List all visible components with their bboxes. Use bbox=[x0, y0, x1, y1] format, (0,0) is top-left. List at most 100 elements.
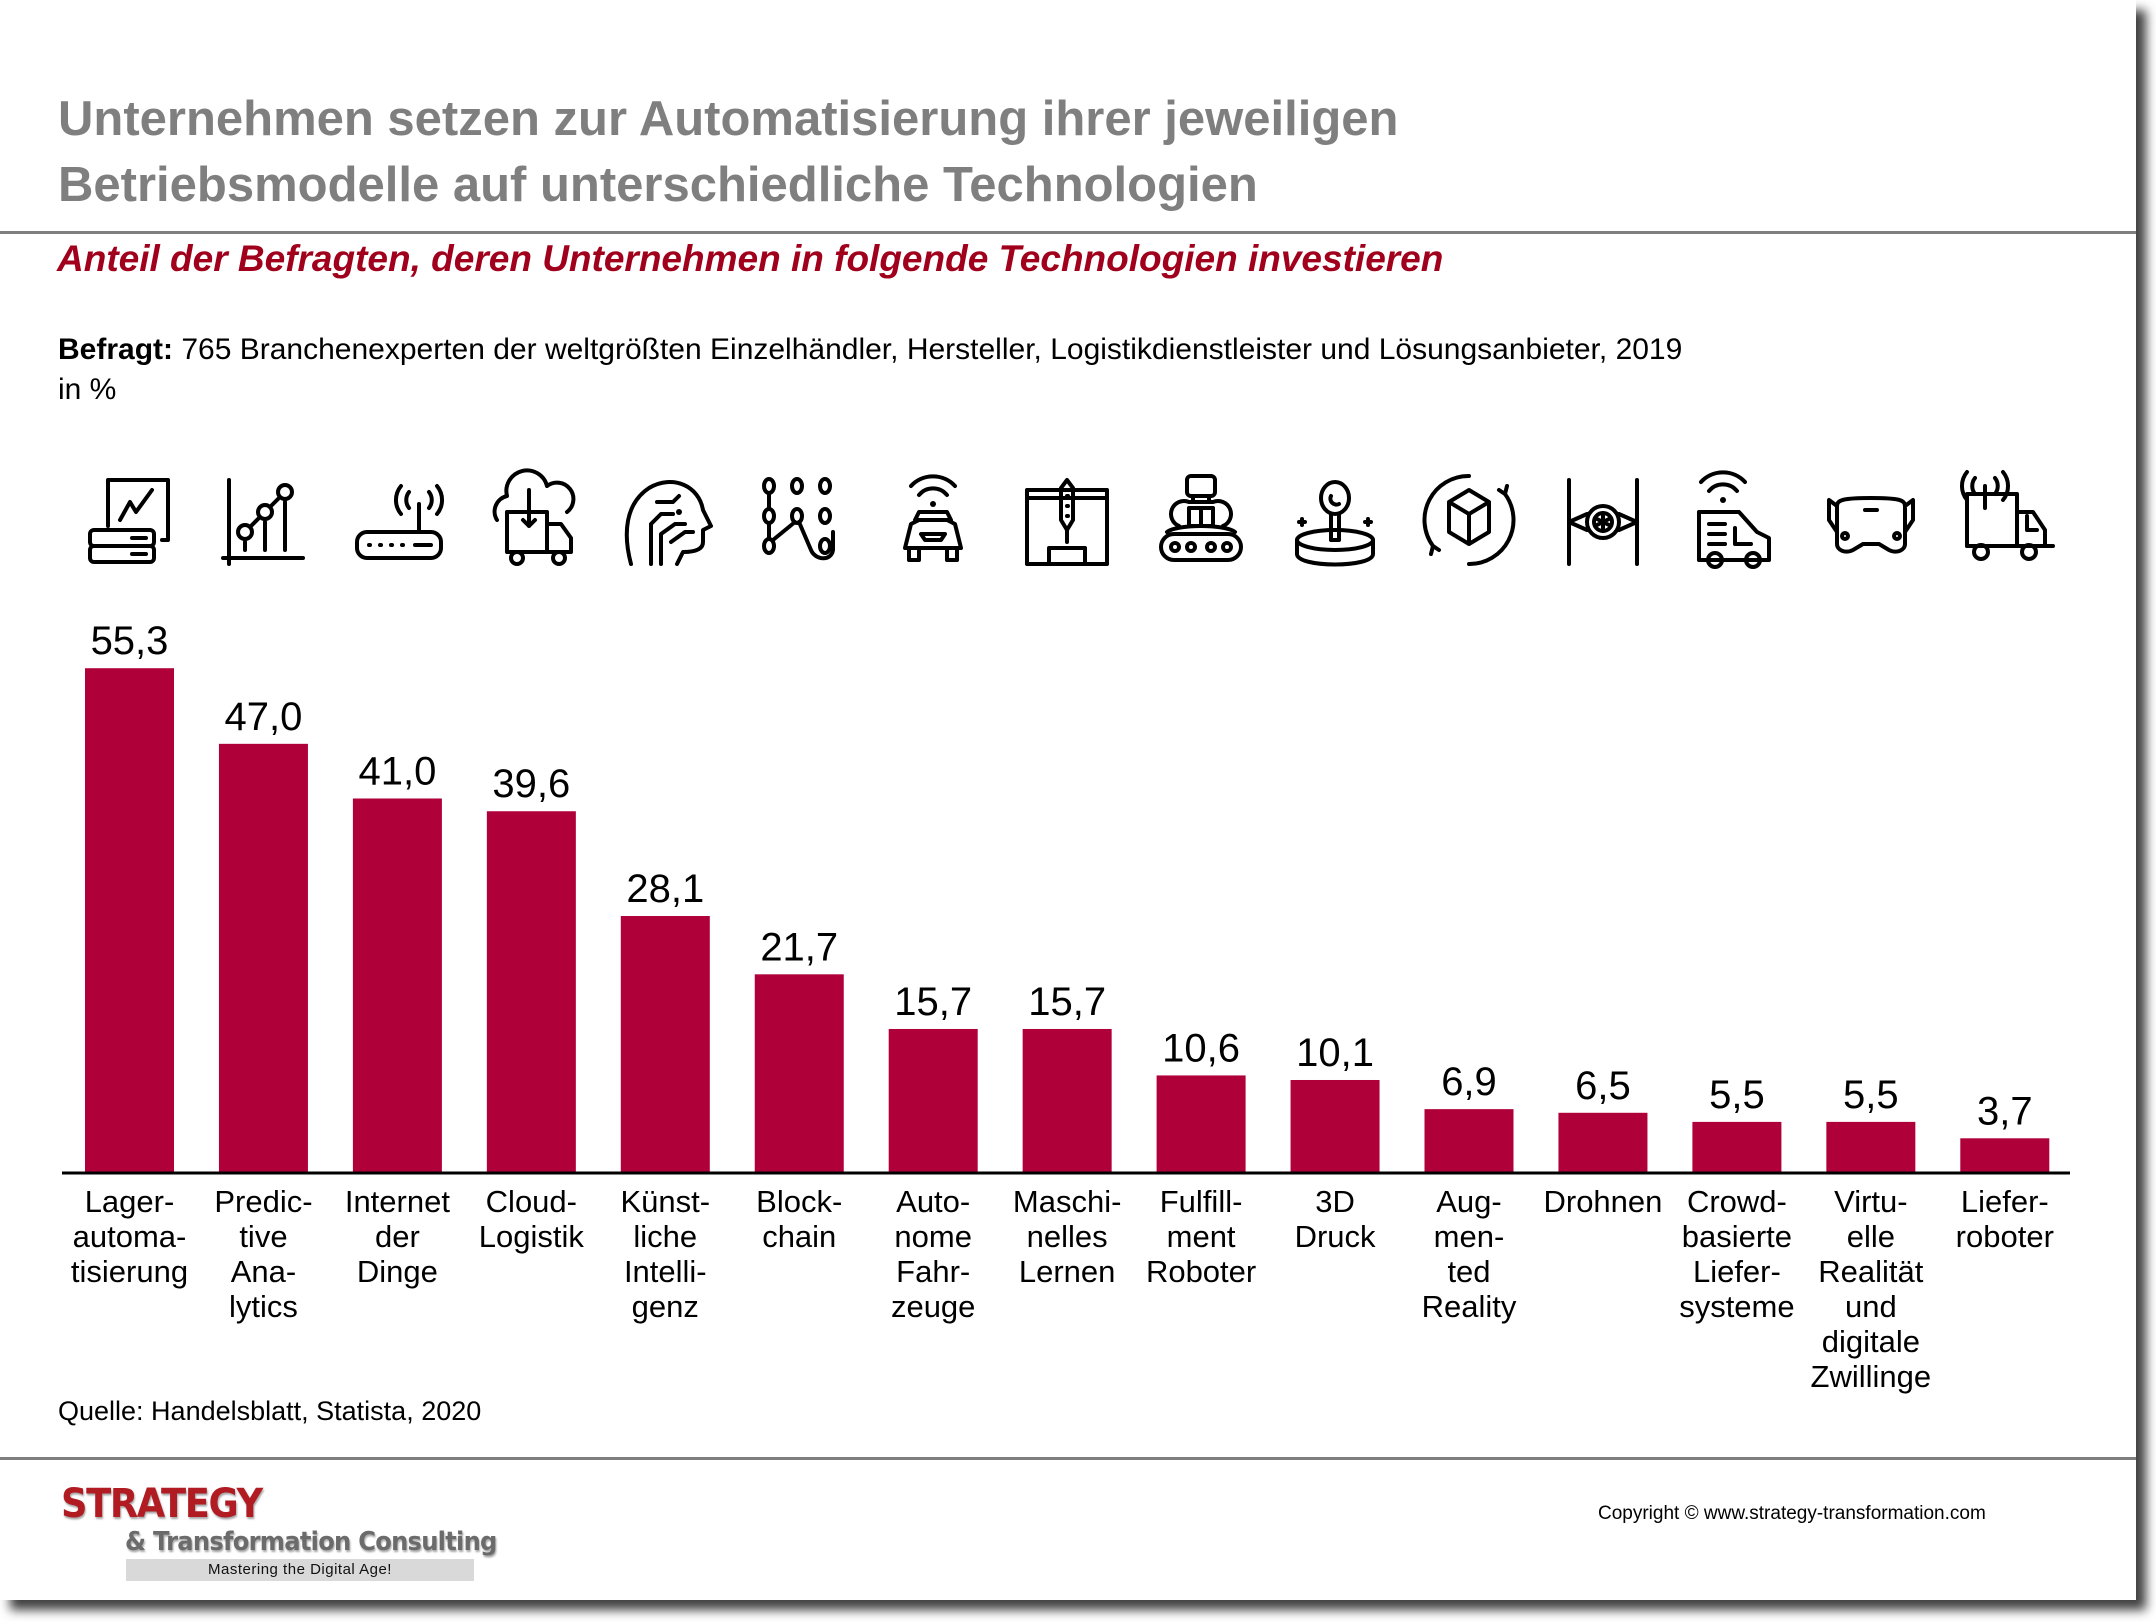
footer-divider bbox=[0, 1457, 2136, 1460]
value-label-11: 6,5 bbox=[1575, 1064, 1631, 1108]
slide-page: Unternehmen setzen zur Automatisierung i… bbox=[0, 92, 2136, 1581]
category-label-line: Liefer- bbox=[1693, 1254, 1781, 1289]
value-label-4: 28,1 bbox=[626, 867, 704, 911]
chart-subtitle: Anteil der Befragten, deren Unternehmen … bbox=[57, 238, 1444, 279]
category-label-line: Maschi- bbox=[1013, 1184, 1122, 1219]
connected-van-icon bbox=[1689, 470, 1785, 569]
category-label-6: Auto-nome Fahr-zeuge bbox=[891, 1184, 975, 1324]
bar-8 bbox=[1156, 1075, 1246, 1172]
category-label-2: Internet der Dinge bbox=[345, 1184, 451, 1289]
category-label-line: roboter bbox=[1956, 1219, 2054, 1254]
bar-14 bbox=[1960, 1138, 2050, 1172]
category-label-line: automa- bbox=[73, 1219, 187, 1254]
category-label-line: Crowd- bbox=[1687, 1184, 1787, 1219]
logo-consulting-text: & Transformation Consulting bbox=[125, 1527, 497, 1557]
category-label-line: Predic- bbox=[214, 1184, 312, 1219]
title-line-1: Unternehmen setzen zur Automatisierung i… bbox=[58, 92, 1399, 146]
value-label-12: 5,5 bbox=[1709, 1073, 1765, 1117]
drone-icon bbox=[1555, 472, 1651, 568]
category-label-8: Fulfill-ment Roboter bbox=[1146, 1184, 1256, 1289]
category-label-12: Crowd-basierte Liefer-systeme bbox=[1679, 1184, 1794, 1324]
category-label-line: genz bbox=[632, 1289, 699, 1324]
category-label-line: Künst- bbox=[620, 1184, 710, 1219]
category-label-0: Lager-automa-tisierung bbox=[71, 1184, 188, 1289]
wifi-router-icon bbox=[349, 472, 445, 568]
category-label-line: 3D bbox=[1315, 1184, 1355, 1219]
category-label-line: Roboter bbox=[1146, 1254, 1256, 1289]
category-label-14: Liefer-roboter bbox=[1956, 1184, 2054, 1254]
vr-headset-icon bbox=[1823, 472, 1919, 568]
bar-10 bbox=[1424, 1109, 1514, 1172]
connected-truck-icon bbox=[1957, 470, 2055, 568]
source-note: Quelle: Handelsblatt, Statista, 2020 bbox=[58, 1396, 482, 1426]
header-divider bbox=[0, 231, 2136, 234]
category-label-line: Lager- bbox=[85, 1184, 175, 1219]
bar-1 bbox=[218, 743, 308, 1172]
value-label-6: 15,7 bbox=[894, 980, 972, 1024]
category-label-line: ment bbox=[1167, 1219, 1236, 1254]
category-label-line: Intelli- bbox=[624, 1254, 707, 1289]
bar-9 bbox=[1290, 1079, 1380, 1172]
bar-4 bbox=[620, 916, 710, 1172]
value-label-0: 55,3 bbox=[91, 619, 169, 663]
category-label-line: liche bbox=[633, 1219, 697, 1254]
bar-6 bbox=[888, 1028, 978, 1172]
category-label-line: Realität bbox=[1818, 1254, 1923, 1289]
category-label-line: Internet bbox=[345, 1184, 451, 1219]
value-label-13: 5,5 bbox=[1843, 1073, 1899, 1117]
category-label-line: Aug- bbox=[1436, 1184, 1501, 1219]
bar-3 bbox=[486, 811, 576, 1172]
bar-12 bbox=[1692, 1121, 1782, 1172]
category-label-line: Fulfill- bbox=[1160, 1184, 1243, 1219]
category-label-line: Fahr- bbox=[896, 1254, 970, 1289]
value-label-1: 47,0 bbox=[225, 695, 303, 739]
logo-tagline: Mastering the Digital Age! bbox=[126, 1559, 474, 1581]
category-label-line: digitale bbox=[1822, 1324, 1920, 1359]
value-label-3: 39,6 bbox=[492, 762, 570, 806]
category-label-line: chain bbox=[762, 1219, 836, 1254]
category-label-line: elle bbox=[1847, 1219, 1895, 1254]
category-label-line: Lernen bbox=[1019, 1254, 1116, 1289]
category-label-line: Cloud- bbox=[486, 1184, 577, 1219]
category-label-line: der bbox=[375, 1219, 420, 1254]
category-label-line: Block- bbox=[756, 1184, 842, 1219]
category-label-11: Drohnen bbox=[1543, 1184, 1662, 1219]
ai-head-icon bbox=[617, 472, 714, 568]
copyright-notice: Copyright © www.strategy-transformation.… bbox=[1598, 1503, 1986, 1524]
category-label-line: nelles bbox=[1027, 1219, 1108, 1254]
category-label-line: Drohnen bbox=[1543, 1184, 1662, 1219]
bar-7 bbox=[1022, 1028, 1112, 1172]
category-label-4: Künst-liche Intelli-genz bbox=[620, 1184, 710, 1324]
category-label-line: Zwillinge bbox=[1811, 1359, 1932, 1394]
category-label-line: und bbox=[1845, 1289, 1897, 1324]
survey-text: 765 Branchenexperten der weltgrößten Ein… bbox=[173, 333, 1683, 366]
category-label-9: 3D Druck bbox=[1295, 1184, 1376, 1254]
value-label-10: 6,9 bbox=[1441, 1060, 1497, 1104]
logo-strategy-text: STRATEGY bbox=[61, 1481, 263, 1527]
survey-label: Befragt: bbox=[58, 333, 174, 366]
survey-note: Befragt: 765 Branchenexperten der weltgr… bbox=[58, 330, 1682, 410]
value-label-8: 10,6 bbox=[1162, 1026, 1240, 1070]
category-label-line: Auto- bbox=[896, 1184, 970, 1219]
title-line-2: Betriebsmodelle auf unterschiedliche Tec… bbox=[58, 158, 1258, 212]
connected-car-icon bbox=[885, 472, 981, 568]
cloud-truck-icon bbox=[483, 468, 579, 568]
bar-13 bbox=[1826, 1121, 1916, 1172]
category-label-line: men- bbox=[1434, 1219, 1505, 1254]
category-label-line: Dinge bbox=[357, 1254, 438, 1289]
value-label-14: 3,7 bbox=[1977, 1089, 2033, 1133]
category-label-line: nome bbox=[894, 1219, 972, 1254]
category-label-line: ted bbox=[1447, 1254, 1490, 1289]
category-label-line: Liefer- bbox=[1961, 1184, 2049, 1219]
category-label-7: Maschi-nelles Lernen bbox=[1013, 1184, 1122, 1289]
unit-label: in % bbox=[58, 373, 117, 406]
category-label-10: Aug-men-ted Reality bbox=[1422, 1184, 1517, 1324]
blockchain-touch-icon bbox=[751, 472, 847, 568]
category-label-line: Reality bbox=[1422, 1289, 1517, 1324]
category-label-line: Logistik bbox=[479, 1219, 585, 1254]
category-label-line: lytics bbox=[229, 1289, 298, 1324]
category-label-3: Cloud-Logistik bbox=[479, 1184, 585, 1254]
rotating-cube-icon bbox=[1421, 472, 1517, 568]
bar-5 bbox=[754, 974, 844, 1172]
category-label-line: Ana- bbox=[231, 1254, 296, 1289]
